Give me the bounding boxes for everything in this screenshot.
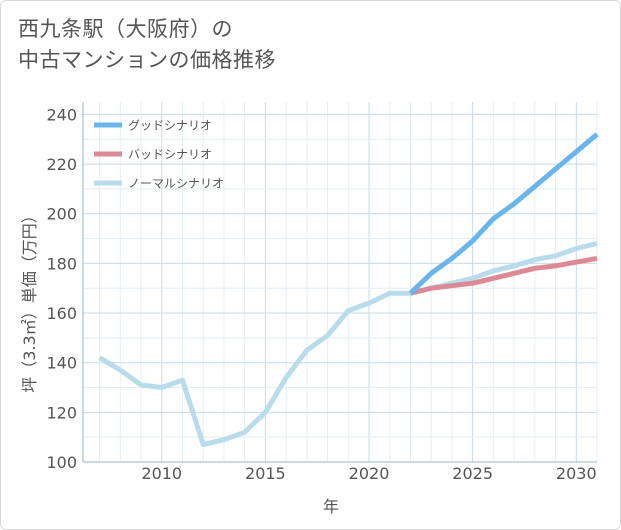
axes [82, 102, 598, 463]
legend-label: ノーマルシナリオ [128, 177, 224, 191]
y-tick-label: 100 [46, 453, 77, 472]
chart-title-line-2: 中古マンションの価格推移 [18, 48, 276, 72]
grid-lines [83, 102, 598, 462]
y-tick-label: 240 [46, 105, 77, 124]
y-tick-label: 140 [46, 354, 77, 373]
series-line [408, 132, 599, 296]
y-tick-label: 120 [46, 403, 77, 422]
x-tick-label: 2030 [556, 464, 597, 483]
data-series [98, 132, 599, 448]
series-line [98, 241, 598, 448]
x-axis-label: 年 [323, 497, 339, 516]
series-line [409, 255, 598, 296]
x-tick-label: 2025 [452, 464, 493, 483]
x-axis-ticks: 2010 2015 2020 2025 2030 [141, 464, 596, 483]
legend-label: グッドシナリオ [128, 119, 212, 133]
chart-title: 西九条駅（大阪府）の 中古マンションの価格推移 [18, 14, 276, 76]
y-axis-ticks: 100 120 140 160 180 200 220 240 [46, 105, 77, 472]
y-tick-label: 160 [46, 304, 77, 323]
y-tick-label: 180 [46, 254, 77, 273]
legend-label: バッドシナリオ [128, 148, 212, 162]
y-axis-label: 坪（3.3㎡）単価（万円） [20, 207, 39, 392]
x-tick-label: 2015 [245, 464, 286, 483]
y-tick-label: 200 [46, 205, 77, 224]
x-tick-label: 2020 [349, 464, 390, 483]
chart-title-line-1: 西九条駅（大阪府）の [18, 17, 233, 41]
x-tick-label: 2010 [141, 464, 182, 483]
y-tick-label: 220 [46, 155, 77, 174]
